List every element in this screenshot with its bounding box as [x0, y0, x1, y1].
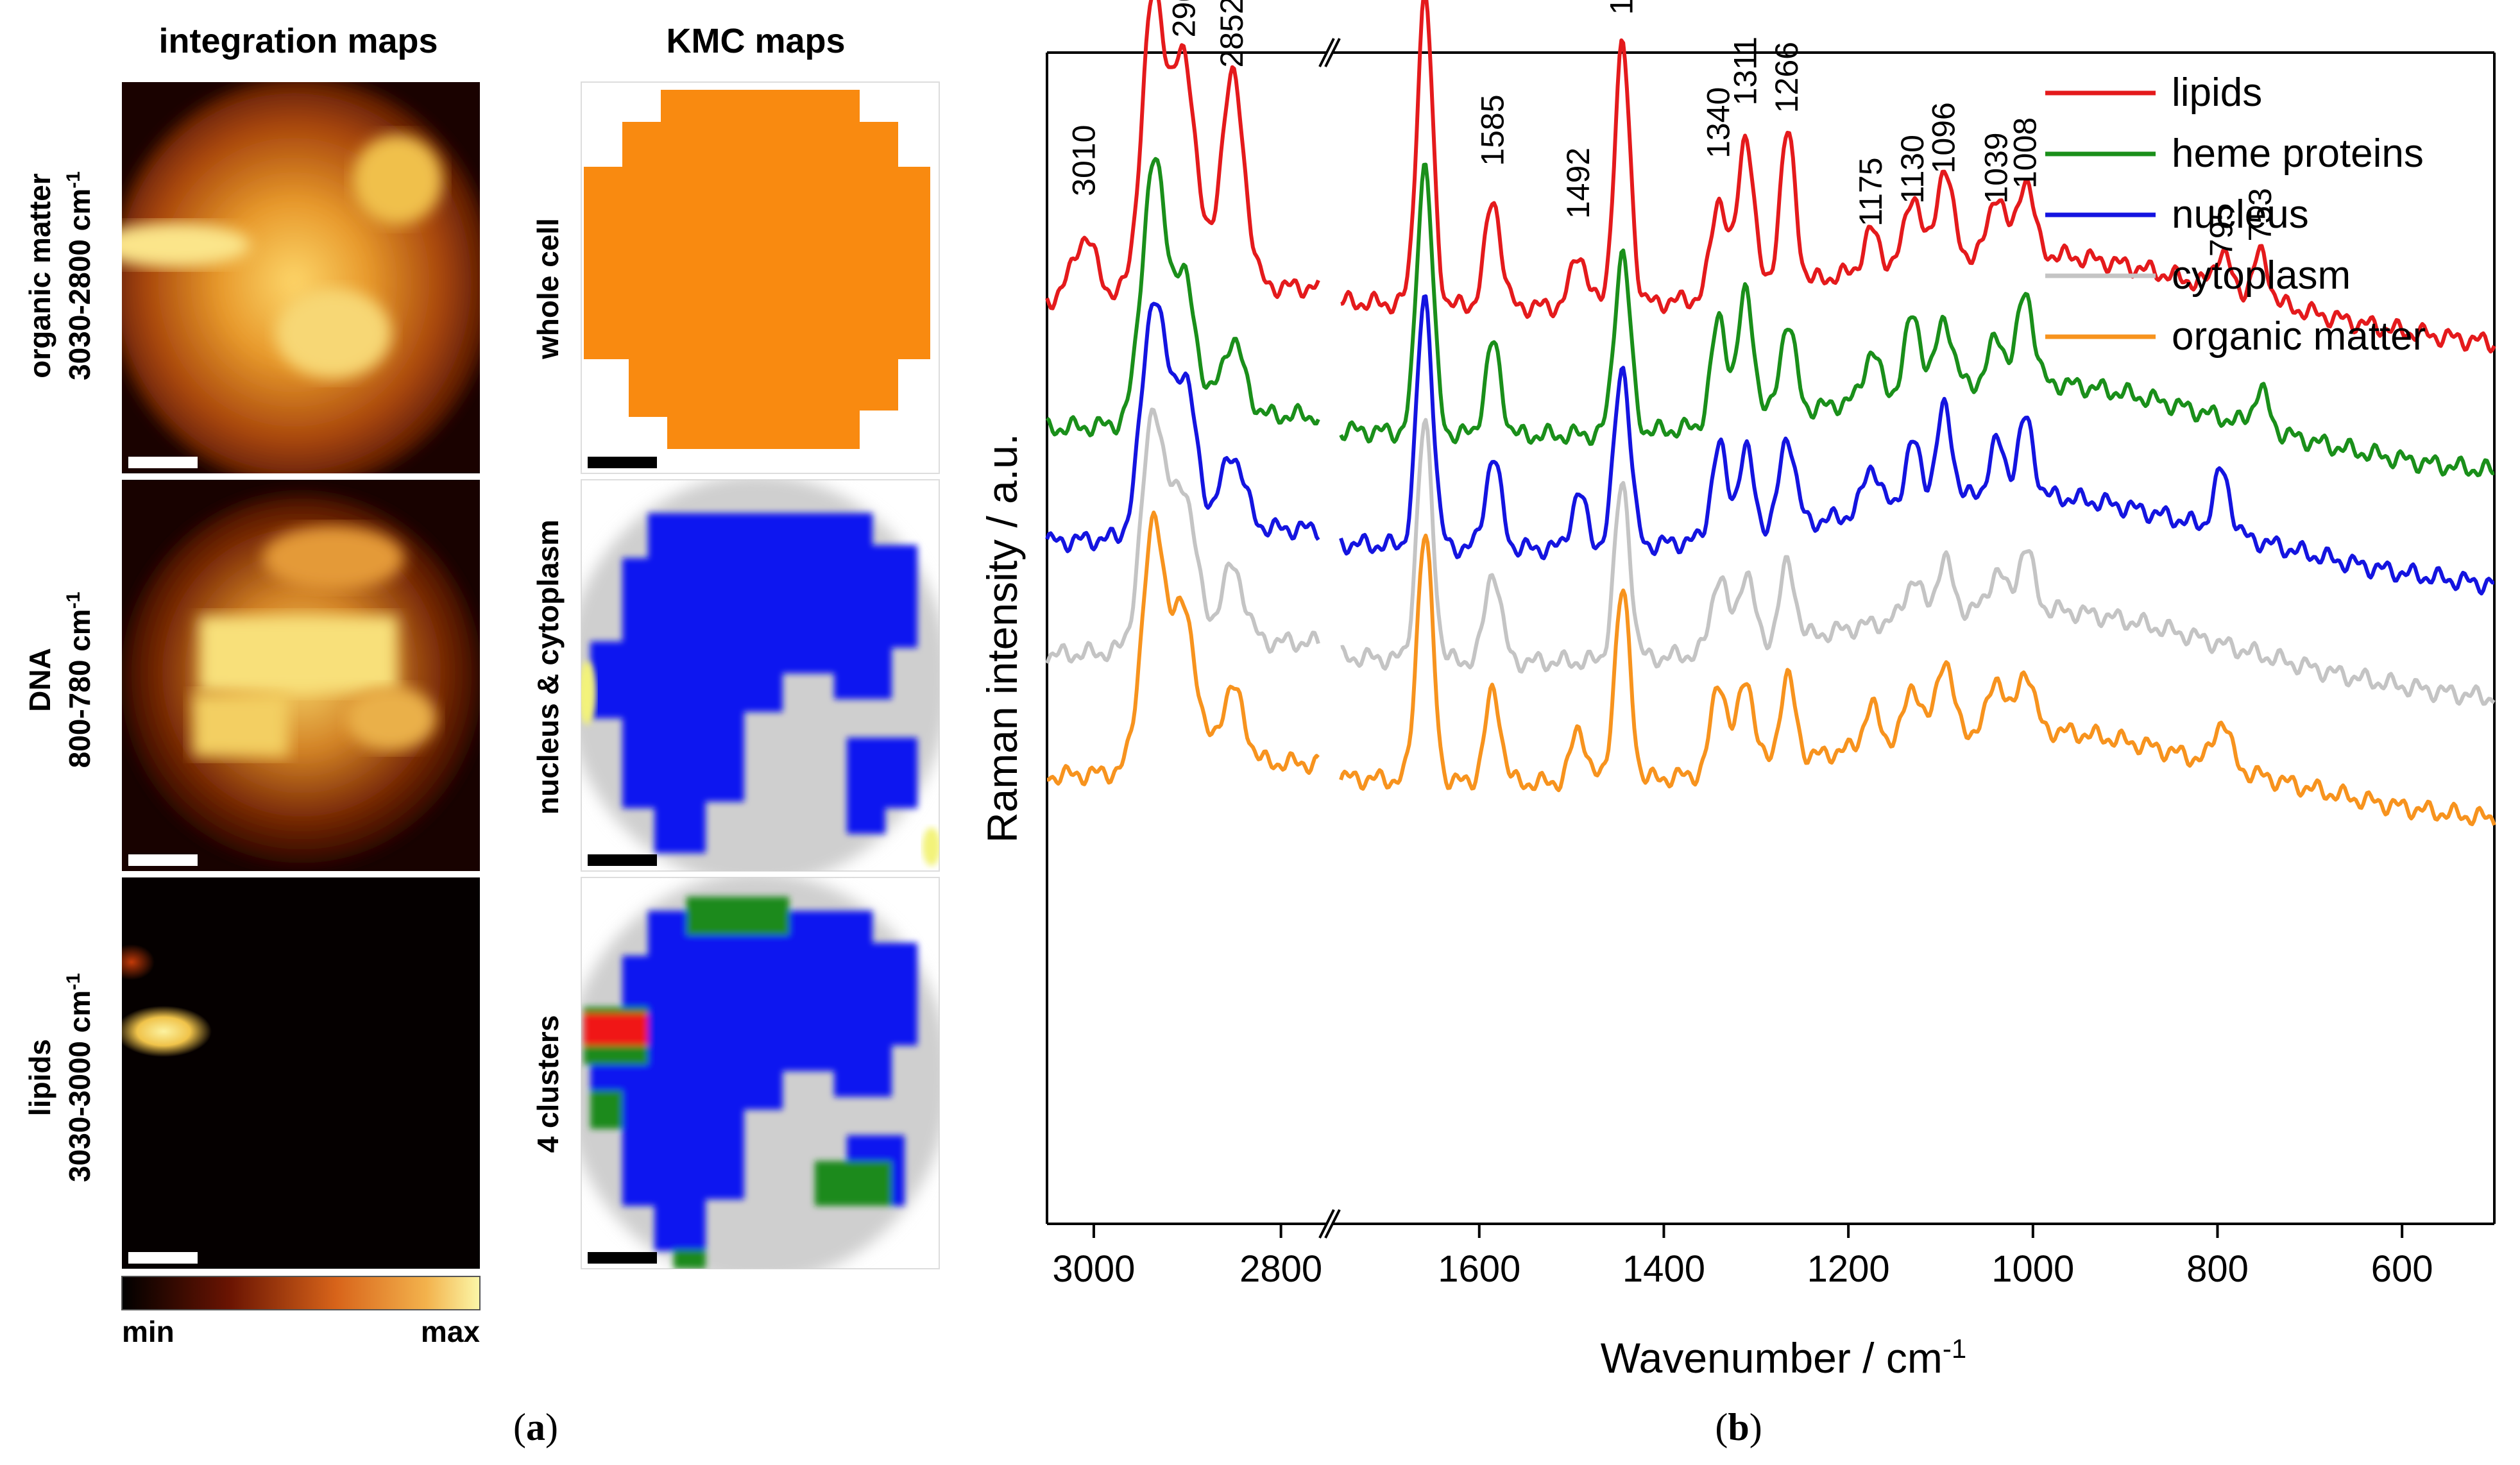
peak-label: 1492 — [1560, 148, 1596, 219]
kmc-label-4-clusters: 4 clusters — [531, 1015, 565, 1153]
x-tick-labels: 3000 2800 1600 1400 1200 1000 800 600 — [1052, 1248, 2433, 1290]
series-lipids — [1045, 0, 2496, 354]
peak-label: 795 — [2204, 203, 2240, 257]
scale-bar — [588, 854, 657, 866]
row-range: 3030-2800 cm-1 — [63, 171, 97, 380]
integration-map-dna — [122, 480, 480, 871]
legend-item: heme proteins — [2045, 131, 2424, 176]
colorbar-min-label: min — [122, 1315, 175, 1348]
kmc-map-nucleus-cytoplasm — [581, 479, 940, 872]
series-heme-proteins — [1045, 157, 2495, 477]
peak-label: 2903 — [1166, 0, 1202, 37]
axis-break-mark — [1324, 1209, 1341, 1239]
series-line — [1339, 533, 2496, 827]
legend-item: lipids — [2045, 71, 2262, 115]
row-label-dna: DNA 800-780 cm-1 — [23, 592, 96, 768]
kmc-label-nucleus-cytoplasm: nucleus & cytoplasm — [531, 520, 565, 815]
integration-maps-header: integration maps — [158, 22, 438, 60]
row-name: lipids — [23, 1039, 56, 1116]
series-line — [1340, 0, 2496, 354]
peak-label: 1039 — [1979, 132, 2014, 203]
peak-label: 3010 — [1066, 125, 1102, 196]
kmc-map-4-clusters — [581, 877, 940, 1269]
x-tick-label: 3000 — [1052, 1248, 1135, 1290]
legend-label: lipids — [2172, 71, 2262, 115]
kmc-label-whole-cell: whole cell — [531, 218, 565, 360]
peak-label: 1175 — [1853, 157, 1889, 226]
series-organic-matter — [1046, 511, 2496, 827]
x-axis-label: Wavenumber / cm-1 — [1601, 1334, 1966, 1382]
series-line — [1045, 301, 1320, 554]
series-cytoplasm — [1045, 407, 2496, 706]
row-label-organic-matter: organic matter 3030-2800 cm-1 — [23, 171, 96, 380]
x-tick-label: 800 — [2186, 1248, 2249, 1290]
row-range: 800-780 cm-1 — [63, 592, 97, 768]
panel-a-maps: integration maps KMC maps organic matter… — [23, 22, 940, 1448]
peak-annotations: 3010293629032852165915851492144513401311… — [1066, 0, 2278, 257]
series-line — [1046, 511, 1320, 786]
panel-a-label: (a) — [513, 1406, 558, 1448]
row-name: organic matter — [23, 173, 56, 378]
legend: lipids heme proteins nucleus cytoplasm organ… — [2045, 71, 2426, 359]
legend-label: nucleus — [2172, 192, 2309, 237]
series-line — [1045, 157, 1320, 437]
series-line — [1339, 162, 2495, 477]
peak-label: 1340 — [1701, 87, 1737, 158]
axis-break-mark — [1318, 1209, 1335, 1239]
legend-label: heme proteins — [2172, 131, 2424, 176]
peak-label: 1266 — [1769, 42, 1805, 113]
kmc-map-whole-cell — [581, 81, 940, 474]
x-tick-label: 2800 — [1239, 1248, 1322, 1290]
legend-item: nucleus — [2045, 192, 2309, 237]
series-line — [1340, 418, 2496, 706]
row-range: 3030-3000 cm-1 — [63, 973, 97, 1182]
legend-item: cytoplasm — [2045, 253, 2351, 298]
peak-label: 1585 — [1474, 94, 1510, 165]
peak-label: 1130 — [1894, 135, 1930, 204]
kmc-maps-header: KMC maps — [666, 22, 845, 60]
legend-label: cytoplasm — [2172, 253, 2351, 298]
scale-bar — [588, 1252, 657, 1264]
series-nucleus — [1045, 294, 2495, 596]
row-name: DNA — [23, 648, 56, 712]
scale-bar — [128, 457, 198, 468]
peak-label: 1008 — [2007, 117, 2043, 189]
series-layer — [1045, 0, 2496, 827]
row-label-lipids: lipids 3030-3000 cm-1 — [23, 973, 96, 1182]
integration-map-lipids — [122, 877, 480, 1269]
legend-label: organic matter — [2172, 314, 2426, 359]
series-line — [1045, 407, 1320, 665]
peak-label: 1445 — [1604, 0, 1640, 15]
peak-label: 2852 — [1214, 0, 1250, 68]
peak-label: 1096 — [1926, 102, 1962, 173]
series-line — [1045, 0, 1320, 310]
x-tick-label: 1400 — [1622, 1248, 1705, 1290]
panel-b-label: (b) — [1715, 1406, 1762, 1448]
peak-label: 1311 — [1727, 37, 1763, 106]
integration-map-organic-matter — [122, 82, 480, 473]
y-axis-label: Raman intensity / a.u. — [978, 434, 1026, 843]
legend-item: organic matter — [2045, 314, 2426, 359]
x-tick-label: 1200 — [1807, 1248, 1890, 1290]
peak-label: 753 — [2242, 188, 2278, 241]
panel-b-spectra-chart: 3010293629032852165915851492144513401311… — [978, 0, 2496, 1448]
x-tick-label: 600 — [2371, 1248, 2433, 1290]
colorbar: min max — [121, 1276, 481, 1348]
scale-bar — [588, 457, 657, 468]
axis-break-mark — [1318, 38, 1335, 67]
axis-break-mark — [1324, 38, 1341, 67]
series-line — [1339, 294, 2495, 596]
x-tick-label: 1000 — [1991, 1248, 2074, 1290]
scale-bar — [128, 854, 198, 866]
x-tick-label: 1600 — [1438, 1248, 1520, 1290]
scale-bar — [128, 1252, 198, 1264]
colorbar-max-label: max — [421, 1315, 480, 1348]
